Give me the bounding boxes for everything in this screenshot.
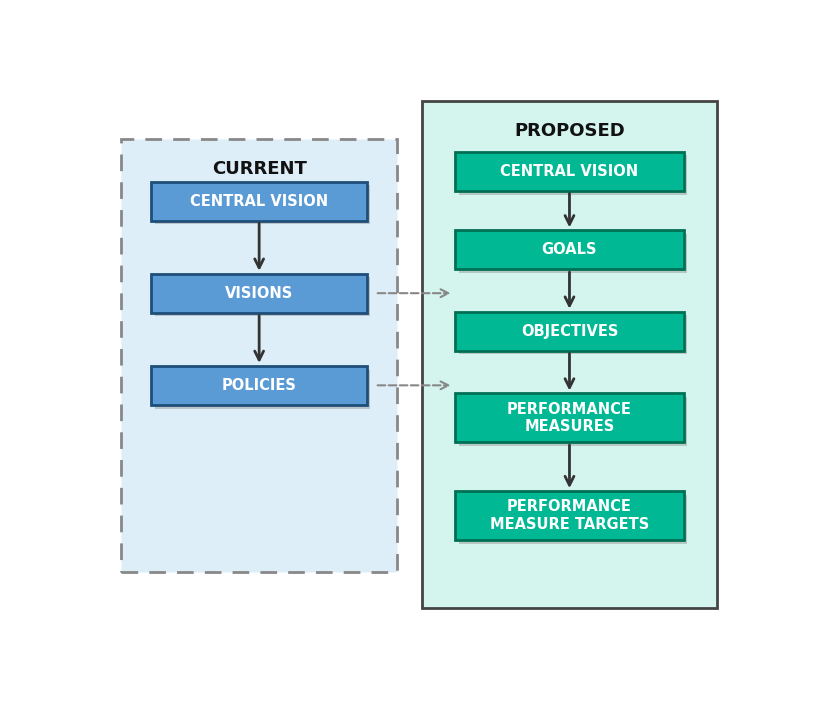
FancyBboxPatch shape [155, 277, 370, 317]
FancyBboxPatch shape [155, 370, 370, 408]
Text: CURRENT: CURRENT [212, 160, 307, 177]
Text: CENTRAL VISION: CENTRAL VISION [190, 194, 328, 208]
FancyBboxPatch shape [456, 491, 684, 540]
FancyBboxPatch shape [456, 394, 684, 442]
Text: OBJECTIVES: OBJECTIVES [521, 324, 618, 339]
FancyBboxPatch shape [151, 182, 367, 220]
Text: POLICIES: POLICIES [222, 378, 297, 393]
FancyBboxPatch shape [121, 139, 397, 572]
FancyBboxPatch shape [459, 397, 687, 446]
FancyBboxPatch shape [459, 156, 687, 194]
Text: VISIONS: VISIONS [225, 286, 294, 301]
FancyBboxPatch shape [456, 312, 684, 351]
FancyBboxPatch shape [422, 101, 717, 608]
FancyBboxPatch shape [456, 151, 684, 191]
Text: GOALS: GOALS [542, 242, 597, 258]
Text: CENTRAL VISION: CENTRAL VISION [501, 164, 639, 179]
FancyBboxPatch shape [151, 366, 367, 405]
FancyBboxPatch shape [459, 234, 687, 273]
FancyBboxPatch shape [155, 185, 370, 225]
Text: PERFORMANCE
MEASURE TARGETS: PERFORMANCE MEASURE TARGETS [490, 499, 649, 532]
Text: PERFORMANCE
MEASURES: PERFORMANCE MEASURES [507, 402, 632, 434]
FancyBboxPatch shape [459, 495, 687, 543]
FancyBboxPatch shape [459, 315, 687, 354]
Text: PROPOSED: PROPOSED [515, 122, 625, 139]
FancyBboxPatch shape [456, 230, 684, 270]
FancyBboxPatch shape [151, 274, 367, 313]
